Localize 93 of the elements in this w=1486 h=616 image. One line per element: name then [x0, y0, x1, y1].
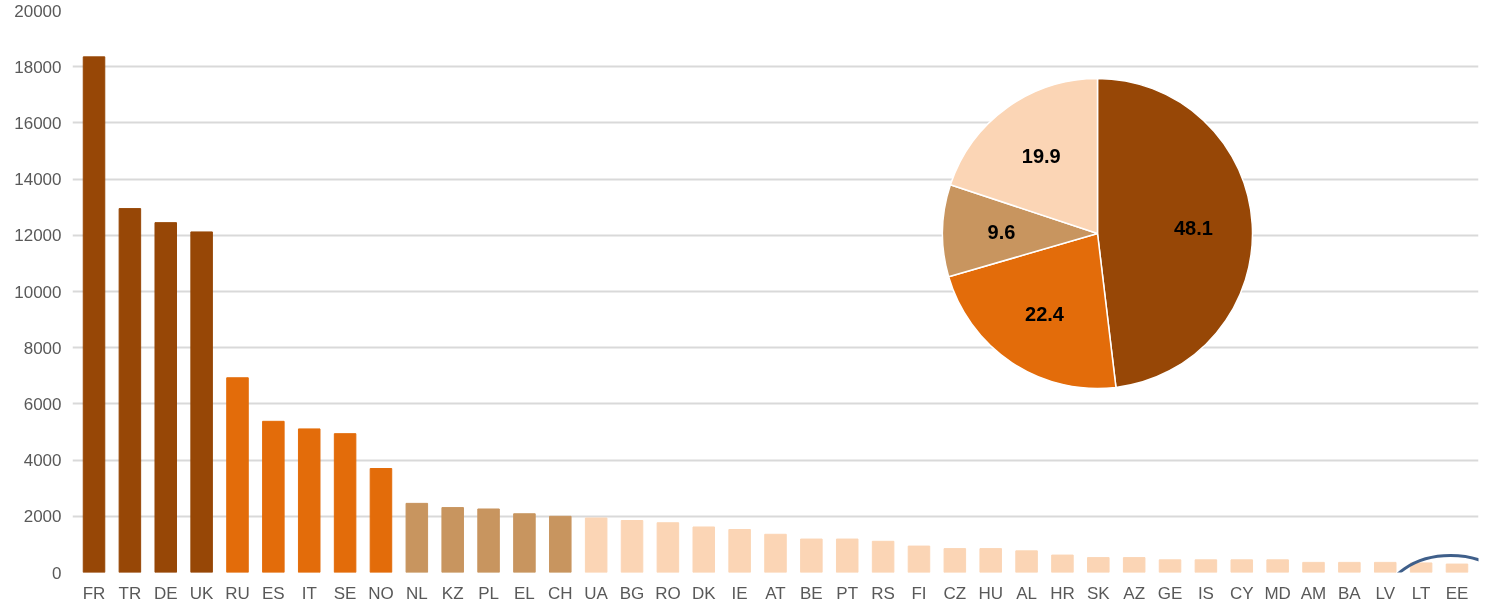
bar — [1302, 561, 1325, 573]
x-tick-label: AZ — [1123, 583, 1146, 603]
x-tick-label: IT — [301, 583, 317, 603]
x-tick-label: BA — [1338, 583, 1362, 603]
bar — [1194, 559, 1218, 573]
bar — [764, 533, 787, 573]
x-tick-label: UK — [189, 583, 215, 603]
data-label: 48.1 — [1173, 216, 1213, 239]
y-tick-label: 10000 — [14, 282, 62, 302]
data-label: 9.6 — [987, 220, 1016, 243]
x-tick-label: HU — [978, 583, 1003, 603]
y-tick-label: 14000 — [14, 170, 62, 190]
y-tick-label: 6000 — [23, 394, 62, 414]
bar — [584, 517, 608, 573]
x-tick-label: IE — [731, 583, 748, 603]
bar — [226, 377, 249, 573]
x-tick-label: UA — [584, 583, 609, 603]
x-tick-label: PT — [836, 583, 859, 603]
x-tick-label: CH — [548, 583, 573, 603]
x-tick-label: AL — [1016, 583, 1037, 603]
x-tick-label: NO — [368, 583, 394, 603]
x-tick-label: LV — [1375, 583, 1396, 603]
bar — [943, 548, 967, 573]
bar — [190, 231, 213, 573]
bar — [907, 545, 931, 573]
x-tick-label: CY — [1229, 583, 1254, 603]
bar — [369, 468, 393, 573]
bar — [1445, 563, 1469, 573]
x-tick-label: AT — [765, 583, 786, 603]
data-label: 19.9 — [1021, 144, 1061, 167]
x-tick-label: LT — [1411, 583, 1431, 603]
bar — [82, 56, 106, 573]
x-tick-label: NL — [405, 583, 428, 603]
bar — [1338, 561, 1361, 573]
bar — [549, 515, 572, 573]
x-tick-label: BE — [800, 583, 823, 603]
bar — [620, 520, 644, 573]
x-tick-label: DE — [153, 583, 178, 603]
y-tick-label: 16000 — [14, 113, 62, 133]
bar — [118, 208, 142, 573]
x-tick-label: RU — [225, 583, 250, 603]
bar — [1230, 559, 1254, 573]
bar — [262, 420, 285, 573]
y-tick-label: 8000 — [23, 338, 62, 358]
bar — [1266, 559, 1289, 573]
bar — [1015, 550, 1038, 573]
bar — [692, 526, 716, 573]
x-tick-label: SK — [1086, 583, 1111, 603]
x-tick-label: EL — [514, 583, 535, 603]
bar — [656, 522, 680, 573]
bar — [513, 513, 536, 573]
x-tick-label: PL — [478, 583, 499, 603]
bar — [871, 540, 895, 573]
bar — [728, 529, 751, 573]
x-tick-label: EE — [1445, 583, 1469, 603]
bar — [1373, 561, 1397, 573]
bar — [835, 538, 859, 573]
bar — [297, 428, 321, 573]
x-tick-label: DK — [691, 583, 717, 603]
x-tick-label: GE — [1157, 583, 1183, 603]
y-tick-label: 12000 — [14, 226, 62, 246]
data-label: 22.4 — [1025, 302, 1065, 325]
bar — [405, 502, 429, 573]
x-tick-label: BG — [619, 583, 645, 603]
x-tick-label: RO — [655, 583, 681, 603]
y-tick-label: 0 — [52, 563, 62, 583]
y-tick-label: 4000 — [23, 451, 62, 471]
bar — [333, 433, 357, 573]
x-tick-label: SE — [333, 583, 357, 603]
x-tick-label: CZ — [943, 583, 967, 603]
bar — [800, 538, 823, 573]
x-tick-label: KZ — [441, 583, 464, 603]
bar — [154, 222, 178, 573]
x-tick-label: ES — [262, 583, 285, 603]
y-tick-label: 20000 — [14, 1, 62, 21]
bar — [477, 508, 500, 573]
x-tick-label: FR — [82, 583, 106, 603]
x-tick-label: HR — [1050, 583, 1075, 603]
x-tick-label: MD — [1264, 583, 1291, 603]
x-tick-label: IS — [1197, 583, 1214, 603]
x-tick-label: FI — [911, 583, 927, 603]
bar — [1122, 557, 1146, 573]
x-tick-label: TR — [118, 583, 142, 603]
x-tick-label: RS — [871, 583, 895, 603]
y-tick-label: 18000 — [14, 57, 62, 77]
bar — [1158, 559, 1182, 573]
x-tick-label: AM — [1300, 583, 1327, 603]
y-tick-label: 2000 — [23, 507, 62, 527]
bar — [1087, 557, 1110, 573]
bar — [979, 548, 1002, 573]
bar — [1409, 562, 1433, 573]
bar — [441, 507, 464, 573]
bar — [1051, 554, 1074, 573]
